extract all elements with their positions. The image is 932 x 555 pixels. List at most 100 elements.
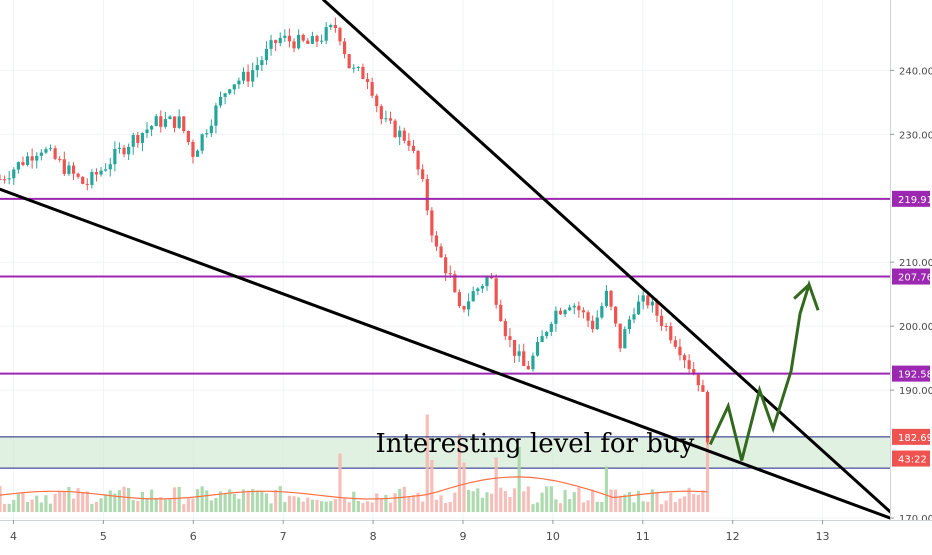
candle-body [104, 169, 108, 171]
level-tag-bg [892, 365, 930, 382]
candle-body [356, 66, 360, 68]
volume-bar [237, 498, 241, 512]
volume-bar [255, 490, 259, 512]
candle-body [12, 169, 16, 179]
candle-body [641, 295, 645, 302]
candle-body [255, 65, 259, 71]
volume-bar [600, 502, 604, 512]
candle-body [195, 150, 200, 157]
candle-body [614, 306, 618, 324]
volume-bar [191, 498, 195, 512]
candle-body [113, 148, 117, 165]
volume-bar [182, 504, 186, 512]
volume-bar [104, 495, 108, 512]
candle-body [669, 326, 673, 341]
candle-body [0, 179, 2, 181]
candle-body [186, 131, 190, 142]
candle-body [260, 60, 264, 66]
candle-body [25, 156, 30, 165]
candle-body [467, 301, 471, 310]
candle-body [182, 116, 186, 132]
candle-body [632, 314, 636, 320]
candle-body [549, 323, 553, 332]
volume-bar [310, 499, 315, 512]
volume-bar [609, 489, 613, 512]
projection-layer [708, 279, 820, 461]
volume-bar [209, 500, 213, 512]
x-tick-label: 13 [816, 530, 830, 543]
volume-bar [163, 499, 167, 512]
projection-arrowhead-left [793, 283, 811, 300]
volume-bar [416, 492, 420, 512]
x-tick-label: 9 [459, 530, 466, 543]
volume-bar [549, 486, 553, 512]
volume-bar [655, 492, 659, 512]
volume-bar [581, 502, 586, 512]
candle-body [425, 179, 429, 211]
volume-bar [402, 486, 406, 512]
candle-body [62, 159, 66, 174]
candle-body [512, 339, 517, 356]
candle-body [453, 274, 457, 293]
trendline-layer [0, 0, 892, 520]
candle-body [595, 317, 599, 330]
candle-body [655, 301, 659, 316]
candle-body [131, 135, 135, 147]
volume-bar [604, 466, 609, 512]
volume-bar [650, 489, 654, 512]
candle-body [407, 140, 411, 146]
volume-bar [108, 490, 112, 512]
volume-bar [131, 500, 135, 512]
volume-bar [159, 497, 163, 512]
candle-body [489, 277, 494, 279]
candle-body [53, 148, 57, 159]
volume-bar [283, 502, 287, 512]
volume-bar [370, 502, 374, 512]
volume-bar [476, 488, 480, 512]
volume-bar [499, 487, 503, 512]
price-tag-label: 43:22 [898, 455, 927, 466]
candle-body [692, 369, 696, 375]
level-tag-bg [892, 190, 930, 207]
candle-body [122, 147, 126, 155]
candle-body [365, 78, 370, 83]
volume-bar [375, 493, 379, 512]
volume-bar [682, 496, 687, 512]
x-tick-label: 8 [370, 530, 377, 543]
y-tick-label: 210.00 [899, 258, 932, 269]
x-tick-label: 5 [100, 530, 107, 543]
candle-body [246, 71, 250, 82]
volume-bar [623, 494, 627, 512]
volume-bar [76, 488, 80, 512]
volume-bar [595, 501, 599, 512]
candle-body [388, 118, 393, 121]
volume-bar [669, 492, 673, 512]
candle-body [315, 36, 319, 42]
candle-body [618, 323, 622, 349]
volume-bar [398, 488, 402, 512]
volume-bar [140, 491, 145, 512]
volume-bar [627, 491, 632, 512]
volume-bar [540, 492, 544, 512]
candle-layer [0, 17, 710, 445]
candle-body [324, 27, 328, 41]
candle-body [30, 156, 34, 161]
volume-bar [168, 498, 172, 512]
volume-bar [264, 493, 269, 512]
candle-body [232, 84, 236, 90]
candle-body [650, 301, 654, 306]
volume-bar [44, 495, 48, 512]
volume-bar [94, 501, 99, 512]
candle-body [522, 351, 526, 366]
candle-body [306, 40, 310, 44]
candle-body [44, 149, 48, 153]
candle-body [39, 152, 43, 156]
volume-bar [241, 489, 246, 512]
x-tick-label: 11 [636, 530, 650, 543]
volume-bar [503, 491, 507, 512]
volume-bar [554, 499, 558, 512]
candle-body [329, 25, 333, 28]
x-tick-label: 7 [280, 530, 287, 543]
volume-bar [659, 504, 664, 512]
